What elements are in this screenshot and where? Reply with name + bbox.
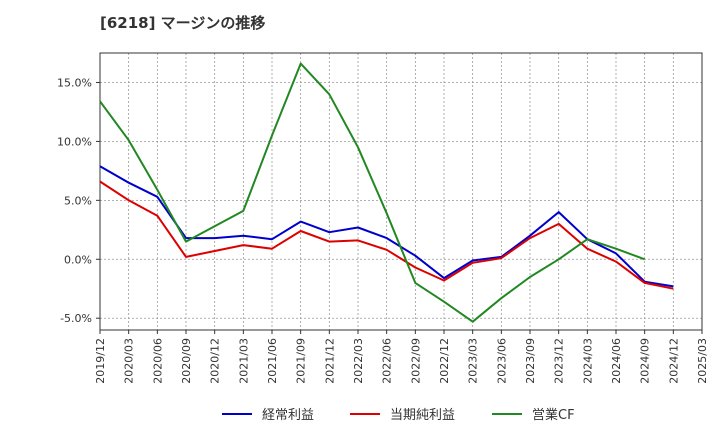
chart-title: [6218] マージンの推移 xyxy=(100,14,266,32)
x-tick-label: 2019/12 xyxy=(94,338,107,384)
y-tick-label: 10.0% xyxy=(57,135,92,148)
x-tick-label: 2023/12 xyxy=(553,338,566,384)
x-tick-label: 2023/06 xyxy=(495,338,508,384)
x-tick-label: 2025/03 xyxy=(696,338,709,384)
x-tick-label: 2021/12 xyxy=(323,338,336,384)
x-tick-label: 2022/12 xyxy=(438,338,451,384)
x-tick-label: 2021/03 xyxy=(237,338,250,384)
x-tick-label: 2023/03 xyxy=(467,338,480,384)
axes: -5.0% 0.0% 5.0% 10.0% 15.0% 2019/12 2020/03 202… xyxy=(57,52,709,384)
series-line-営業CF xyxy=(99,62,646,323)
series-lines xyxy=(99,62,674,323)
series-line-経常利益 xyxy=(99,165,674,288)
x-tick-label: 2024/09 xyxy=(639,338,652,384)
legend: 経常利益 当期純利益 営業CF xyxy=(222,407,575,423)
x-tick-label: 2020/12 xyxy=(209,338,222,384)
x-tick-label: 2020/09 xyxy=(180,338,193,384)
legend-label: 営業CF xyxy=(532,407,575,423)
x-tick-label: 2024/03 xyxy=(581,338,594,384)
y-tick-label: 15.0% xyxy=(57,76,92,89)
x-tick-label: 2020/06 xyxy=(151,338,164,384)
x-tick-label: 2021/06 xyxy=(266,338,279,384)
y-tick-label: 5.0% xyxy=(64,194,92,207)
x-tick-label: 2022/03 xyxy=(352,338,365,384)
legend-label: 経常利益 xyxy=(262,408,314,423)
x-tick-label: 2022/06 xyxy=(381,338,394,384)
grid xyxy=(100,53,702,330)
y-tick-label: -5.0% xyxy=(60,312,92,325)
x-tick-label: 2021/09 xyxy=(295,338,308,384)
series-line-当期純利益 xyxy=(99,180,674,290)
y-tick-label: 0.0% xyxy=(64,253,92,266)
x-tick-label: 2022/09 xyxy=(409,338,422,384)
x-tick-label: 2023/09 xyxy=(524,338,537,384)
x-tick-label: 2020/03 xyxy=(123,338,136,384)
x-tick-label: 2024/12 xyxy=(667,338,680,384)
plot-frame xyxy=(99,52,703,331)
legend-label: 当期純利益 xyxy=(390,408,455,423)
x-tick-label: 2024/06 xyxy=(610,338,623,384)
